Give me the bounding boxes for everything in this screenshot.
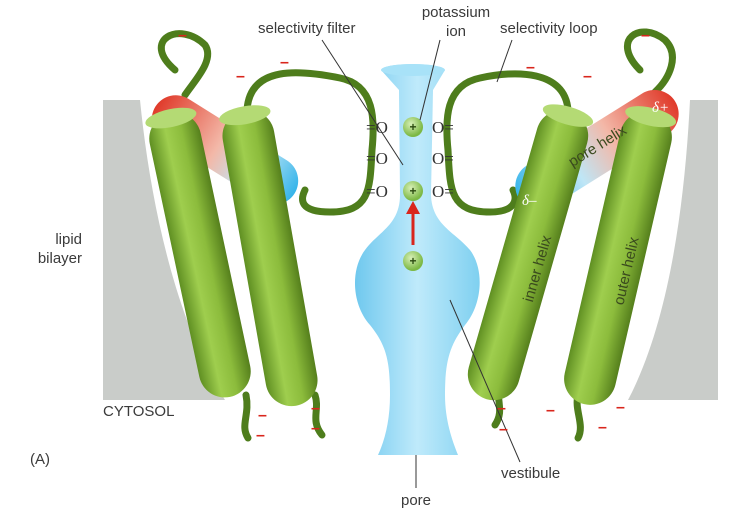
- svg-text:–: –: [311, 420, 320, 437]
- potassium-ion-middle: +: [403, 181, 423, 201]
- carbonyl-right-2: O=: [432, 149, 454, 168]
- svg-text:–: –: [280, 54, 289, 71]
- svg-text:–: –: [598, 419, 607, 436]
- svg-text:+: +: [409, 254, 416, 268]
- leader-lines: [321, 39, 521, 488]
- inner-helix-left: [219, 105, 318, 407]
- svg-text:–: –: [236, 68, 245, 85]
- delta-plus-label: δ+: [652, 100, 669, 116]
- delta-minus-label: δ–: [522, 193, 537, 209]
- pore-label: pore: [401, 492, 431, 509]
- cytosol-label: CYTOSOL: [103, 403, 174, 420]
- svg-text:–: –: [258, 407, 267, 424]
- pore-mouth: [381, 64, 445, 76]
- membrane-left: [103, 100, 225, 400]
- svg-text:–: –: [641, 27, 650, 44]
- svg-text:–: –: [311, 400, 320, 417]
- carbonyl-left-1: =O: [366, 118, 388, 137]
- vestibule-label: vestibule: [501, 465, 560, 482]
- svg-text:–: –: [178, 27, 187, 44]
- carbonyl-left-2: =O: [366, 149, 388, 168]
- svg-text:+: +: [409, 184, 416, 198]
- inner-helix-right: [467, 104, 594, 401]
- outer-helix-left: [145, 107, 251, 398]
- membrane-right: [628, 100, 718, 400]
- svg-text:–: –: [256, 427, 265, 444]
- ion-label: ion: [446, 23, 466, 40]
- selectivity-filter-label: selectivity filter: [258, 20, 356, 37]
- svg-text:–: –: [616, 399, 625, 416]
- potassium-label: potassium: [422, 4, 490, 21]
- selectivity-loops: [157, 28, 676, 442]
- negative-charges: – – – – – – – – – – – – – – –: [178, 27, 650, 444]
- svg-text:–: –: [497, 400, 506, 417]
- bilayer-label: bilayer: [38, 250, 82, 267]
- carbonyl-right-1: O=: [432, 118, 454, 137]
- svg-text:–: –: [546, 402, 555, 419]
- svg-text:–: –: [583, 68, 592, 85]
- lipid-label: lipid: [55, 231, 82, 248]
- svg-text:–: –: [526, 59, 535, 76]
- selectivity-loop-label: selectivity loop: [500, 20, 598, 37]
- potassium-ion-top: +: [403, 117, 423, 137]
- panel-label: (A): [30, 451, 50, 468]
- outer-helix-right: [564, 106, 677, 405]
- svg-text:–: –: [499, 421, 508, 438]
- potassium-ion-bottom: +: [403, 251, 423, 271]
- svg-text:+: +: [409, 120, 416, 134]
- carbonyl-left-3: =O: [366, 182, 388, 201]
- carbonyl-right-3: O=: [432, 182, 454, 201]
- ion-flow-arrow: [406, 201, 420, 245]
